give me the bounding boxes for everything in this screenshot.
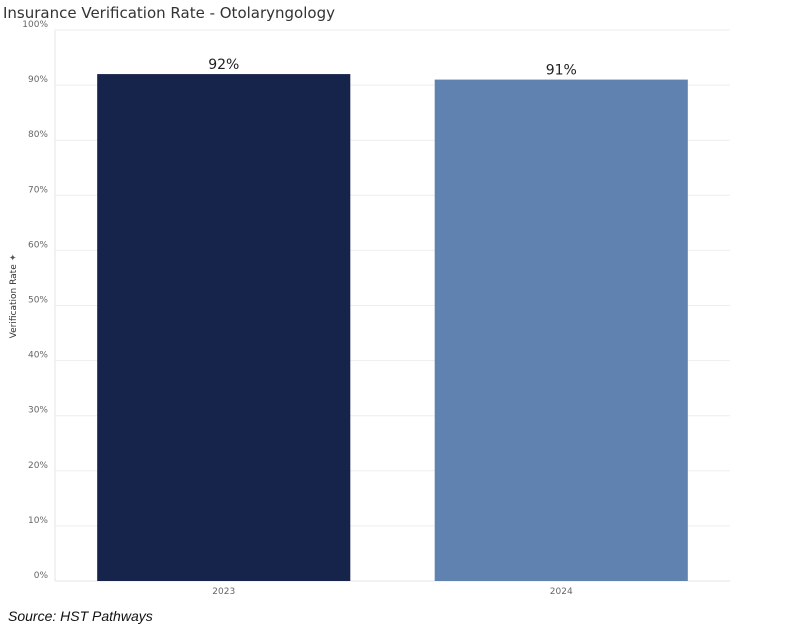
y-tick-label: 40% xyxy=(28,351,48,361)
y-tick-label: 90% xyxy=(28,75,48,85)
bars xyxy=(97,74,688,581)
y-tick-label: 80% xyxy=(28,130,48,140)
y-tick-label: 0% xyxy=(34,571,49,581)
chart-title: Insurance Verification Rate - Otolaryngo… xyxy=(3,4,335,22)
source-note: Source: HST Pathways xyxy=(8,608,153,624)
bar-2023[interactable] xyxy=(97,74,351,581)
x-tick-label: 2023 xyxy=(212,587,235,597)
y-tick-label: 30% xyxy=(28,406,48,416)
y-tick-label: 70% xyxy=(28,185,48,195)
y-tick-label: 100% xyxy=(22,20,48,30)
bar-2024[interactable] xyxy=(434,79,688,581)
x-tick-label: 2024 xyxy=(550,587,573,597)
data-label-2023: 92% xyxy=(208,57,239,73)
y-tick-label: 20% xyxy=(28,461,48,471)
data-labels: 92% 91% xyxy=(208,57,577,79)
data-label-2024: 91% xyxy=(546,63,577,79)
y-tick-label: 50% xyxy=(28,296,48,306)
y-tick-label: 10% xyxy=(28,516,48,526)
y-tick-label: 60% xyxy=(28,240,48,250)
tick-labels: 0% 10% 20% 30% 40% 50% 60% 70% 80% 90% 100% 2023 202… xyxy=(22,20,573,597)
